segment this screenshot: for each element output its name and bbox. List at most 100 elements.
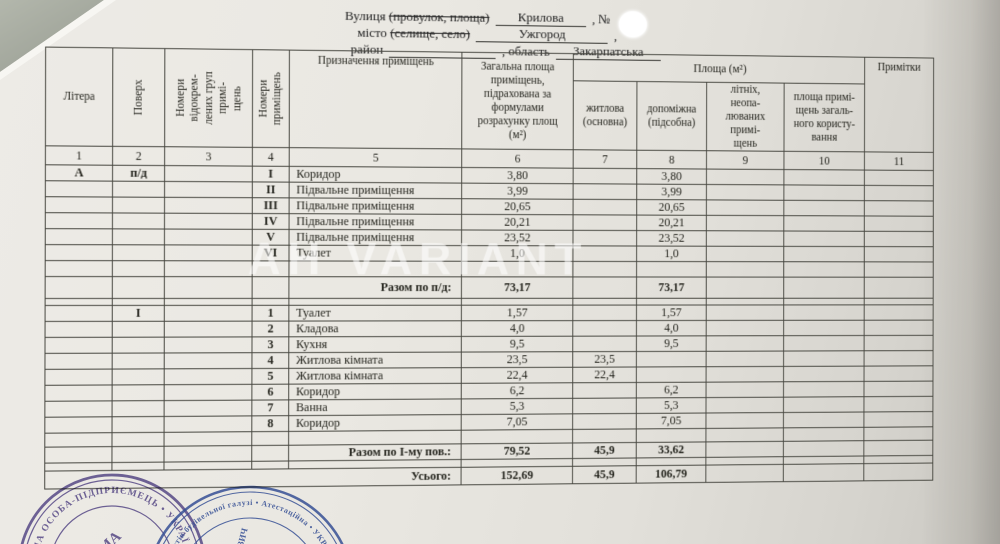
table-cell: 45,9 [572,465,637,484]
table-cell [864,277,934,299]
table-cell [112,244,165,261]
table-cell: Підвальне приміщення [289,229,462,246]
table-cell [45,260,113,277]
table-cell [783,169,865,186]
table-cell [783,427,864,442]
table-cell [705,441,784,458]
table-cell: Підвальне приміщення [289,197,462,215]
table-cell: 6 [461,148,574,169]
table-cell: 23,52 [461,230,574,246]
table-cell: 3 [251,336,289,353]
table-cell [706,366,784,383]
table-cell [112,260,165,277]
table-cell [112,213,165,230]
table-cell [112,228,165,245]
table-cell [45,298,113,306]
table-cell [45,180,113,198]
table-cell [783,366,865,382]
table-cell: 6,2 [461,382,573,400]
table-cell: IV [252,213,290,230]
table-cell [45,196,113,214]
table-cell [864,170,934,186]
table-cell: 2 [112,146,165,166]
table-cell: 3,80 [636,168,707,185]
table-cell: V [252,229,290,246]
svg-text:СУРМА: СУРМА [73,529,125,544]
table-cell [288,261,462,277]
table-cell [783,304,865,321]
table-cell [636,366,707,383]
table-cell: Кухня [288,336,462,353]
table-cell [112,276,165,299]
table-cell: 3,80 [461,167,574,184]
table-cell [112,400,165,417]
table-cell [252,298,289,306]
table-cell [572,320,637,337]
table-cell: 2 [252,321,289,337]
table-cell [864,350,934,367]
table-cell: 10 [783,151,865,171]
table-cell: Разом по п/д: [288,276,462,299]
table-cell [44,400,113,418]
table-cell [572,230,637,247]
table-cell [863,463,933,481]
table-cell [864,216,934,232]
table-cell [783,184,865,201]
table-cell: 4,0 [461,320,573,337]
header-living: житлова (основна) [573,80,637,151]
table-cell [706,199,784,216]
table-cell [864,304,934,321]
table-cell: Коридор [288,383,462,400]
table-cell [164,321,253,338]
header-total-area: Загальна площа приміщень, підрахована за… [461,52,574,150]
header-purpose: Призначення приміщень [289,50,462,149]
street-struck-options: (провулок, площа) [388,8,490,25]
table-cell: 4,0 [636,320,707,337]
table-cell: Кладова [288,320,462,337]
table-row: VI Туалет 1,0 1,0 [45,244,934,263]
table-cell: 106,79 [636,465,706,484]
city-value: Ужгород [476,25,608,44]
table-cell: 5,3 [636,397,707,414]
table-cell: 5 [289,147,462,168]
table-cell: 73,17 [636,277,707,299]
table-cell [864,381,934,397]
table-cell [864,261,934,278]
fop-stamp: ФІЗИЧНА ОСОБА-ПІДПРИЄМЕЦЬ • УКРАЇНА • СУ… [9,464,207,544]
table-cell [783,350,865,367]
table-cell [572,382,637,399]
table-cell [706,381,784,398]
table-cell [573,183,637,200]
header-poverh: Поверх [112,47,165,147]
header-auxiliary: допоміжна (підсобна) [636,81,707,151]
table-cell [783,200,865,217]
table-cell: Ванна [288,399,462,416]
table-cell [572,413,637,430]
street-value: Крилова [495,9,586,28]
table-cell: Підвальне приміщення [289,213,462,231]
table-cell: 7 [251,399,289,416]
header-summer: літніх, неопа- люваних примі- щень [706,82,785,152]
table-cell: Туалет [288,245,462,262]
table-cell: 8 [636,150,707,170]
table-cell: 23,5 [461,351,573,368]
table-cell: 5,3 [461,398,573,415]
table-cell [706,335,784,352]
city-struck-options: (селище, село) [390,25,471,42]
table-cell [783,246,865,262]
table-cell: 152,69 [461,466,573,485]
table-cell: Коридор [288,414,462,432]
table-cell [706,305,784,321]
table-cell: 7,05 [461,413,573,431]
table-cell [112,197,165,214]
table-cell [783,261,865,278]
table-cell [112,353,165,370]
table-cell: Житлова кімната [288,367,462,385]
table-cell [252,260,289,277]
table-cell [636,351,707,368]
table-cell [572,245,637,262]
table-cell [783,396,865,413]
table-cell: 20,21 [636,215,707,231]
table-cell [705,464,784,483]
